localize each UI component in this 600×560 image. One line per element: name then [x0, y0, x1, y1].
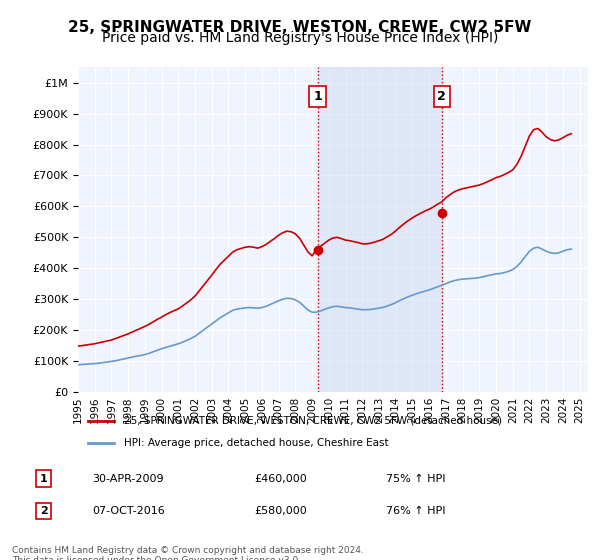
Text: 76% ↑ HPI: 76% ↑ HPI	[386, 506, 446, 516]
Text: Price paid vs. HM Land Registry's House Price Index (HPI): Price paid vs. HM Land Registry's House …	[102, 31, 498, 45]
Text: 07-OCT-2016: 07-OCT-2016	[92, 506, 166, 516]
Text: 2: 2	[40, 506, 47, 516]
Text: 75% ↑ HPI: 75% ↑ HPI	[386, 474, 446, 484]
Bar	[317, 67, 442, 392]
Text: Contains HM Land Registry data © Crown copyright and database right 2024.
This d: Contains HM Land Registry data © Crown c…	[12, 546, 364, 560]
Text: 1: 1	[313, 90, 322, 103]
Text: HPI: Average price, detached house, Cheshire East: HPI: Average price, detached house, Ches…	[124, 438, 389, 448]
Text: 2: 2	[437, 90, 446, 103]
Text: 25, SPRINGWATER DRIVE, WESTON, CREWE, CW2 5FW: 25, SPRINGWATER DRIVE, WESTON, CREWE, CW…	[68, 20, 532, 35]
Text: £580,000: £580,000	[254, 506, 307, 516]
Text: £460,000: £460,000	[254, 474, 307, 484]
Text: 25, SPRINGWATER DRIVE, WESTON, CREWE, CW2 5FW (detached house): 25, SPRINGWATER DRIVE, WESTON, CREWE, CW…	[124, 416, 502, 426]
Text: 1: 1	[40, 474, 47, 484]
Text: 30-APR-2009: 30-APR-2009	[92, 474, 164, 484]
